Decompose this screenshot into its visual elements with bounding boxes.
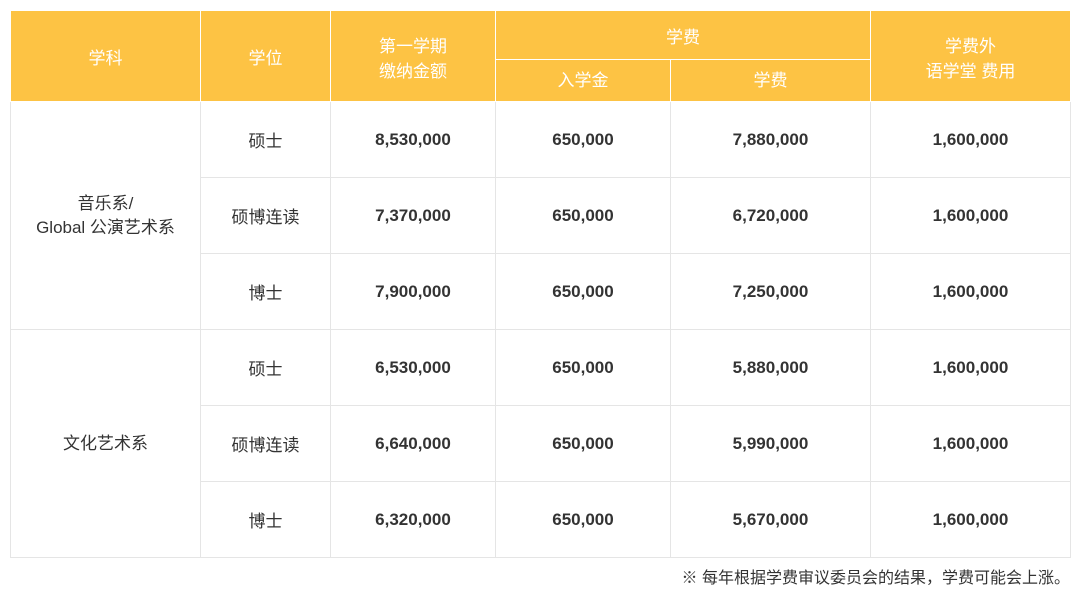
header-admission: 入学金 [496, 59, 671, 102]
header-extra: 学费外语学堂 费用 [871, 11, 1071, 102]
admission-cell: 650,000 [496, 482, 671, 558]
table-row: 音乐系/Global 公演艺术系 硕士 8,530,000 650,000 7,… [11, 102, 1071, 178]
table-body: 音乐系/Global 公演艺术系 硕士 8,530,000 650,000 7,… [11, 102, 1071, 558]
first-cell: 6,320,000 [331, 482, 496, 558]
header-tuition-group: 学费 [496, 11, 871, 60]
tuition-cell: 5,990,000 [671, 406, 871, 482]
extra-cell: 1,600,000 [871, 254, 1071, 330]
degree-cell: 博士 [201, 254, 331, 330]
first-cell: 6,640,000 [331, 406, 496, 482]
extra-cell: 1,600,000 [871, 102, 1071, 178]
admission-cell: 650,000 [496, 330, 671, 406]
header-first-semester: 第一学期缴纳金额 [331, 11, 496, 102]
header-degree: 学位 [201, 11, 331, 102]
tuition-cell: 5,670,000 [671, 482, 871, 558]
degree-cell: 博士 [201, 482, 331, 558]
subject-cell: 文化艺术系 [11, 330, 201, 558]
tuition-cell: 7,880,000 [671, 102, 871, 178]
first-cell: 6,530,000 [331, 330, 496, 406]
degree-cell: 硕博连读 [201, 178, 331, 254]
subject-cell: 音乐系/Global 公演艺术系 [11, 102, 201, 330]
first-cell: 8,530,000 [331, 102, 496, 178]
extra-cell: 1,600,000 [871, 178, 1071, 254]
tuition-cell: 7,250,000 [671, 254, 871, 330]
admission-cell: 650,000 [496, 406, 671, 482]
tuition-table: 学科 学位 第一学期缴纳金额 学费 学费外语学堂 费用 入学金 学费 音乐系/G… [10, 10, 1071, 558]
degree-cell: 硕博连读 [201, 406, 331, 482]
admission-cell: 650,000 [496, 178, 671, 254]
extra-cell: 1,600,000 [871, 330, 1071, 406]
first-cell: 7,900,000 [331, 254, 496, 330]
degree-cell: 硕士 [201, 330, 331, 406]
degree-cell: 硕士 [201, 102, 331, 178]
tuition-cell: 6,720,000 [671, 178, 871, 254]
header-tuition: 学费 [671, 59, 871, 102]
admission-cell: 650,000 [496, 254, 671, 330]
table-row: 文化艺术系 硕士 6,530,000 650,000 5,880,000 1,6… [11, 330, 1071, 406]
tuition-cell: 5,880,000 [671, 330, 871, 406]
table-header: 学科 学位 第一学期缴纳金额 学费 学费外语学堂 费用 入学金 学费 [11, 11, 1071, 102]
first-cell: 7,370,000 [331, 178, 496, 254]
footnote: ※ 每年根据学费审议委员会的结果，学费可能会上涨。 [10, 564, 1070, 588]
extra-cell: 1,600,000 [871, 406, 1071, 482]
header-subject: 学科 [11, 11, 201, 102]
admission-cell: 650,000 [496, 102, 671, 178]
extra-cell: 1,600,000 [871, 482, 1071, 558]
